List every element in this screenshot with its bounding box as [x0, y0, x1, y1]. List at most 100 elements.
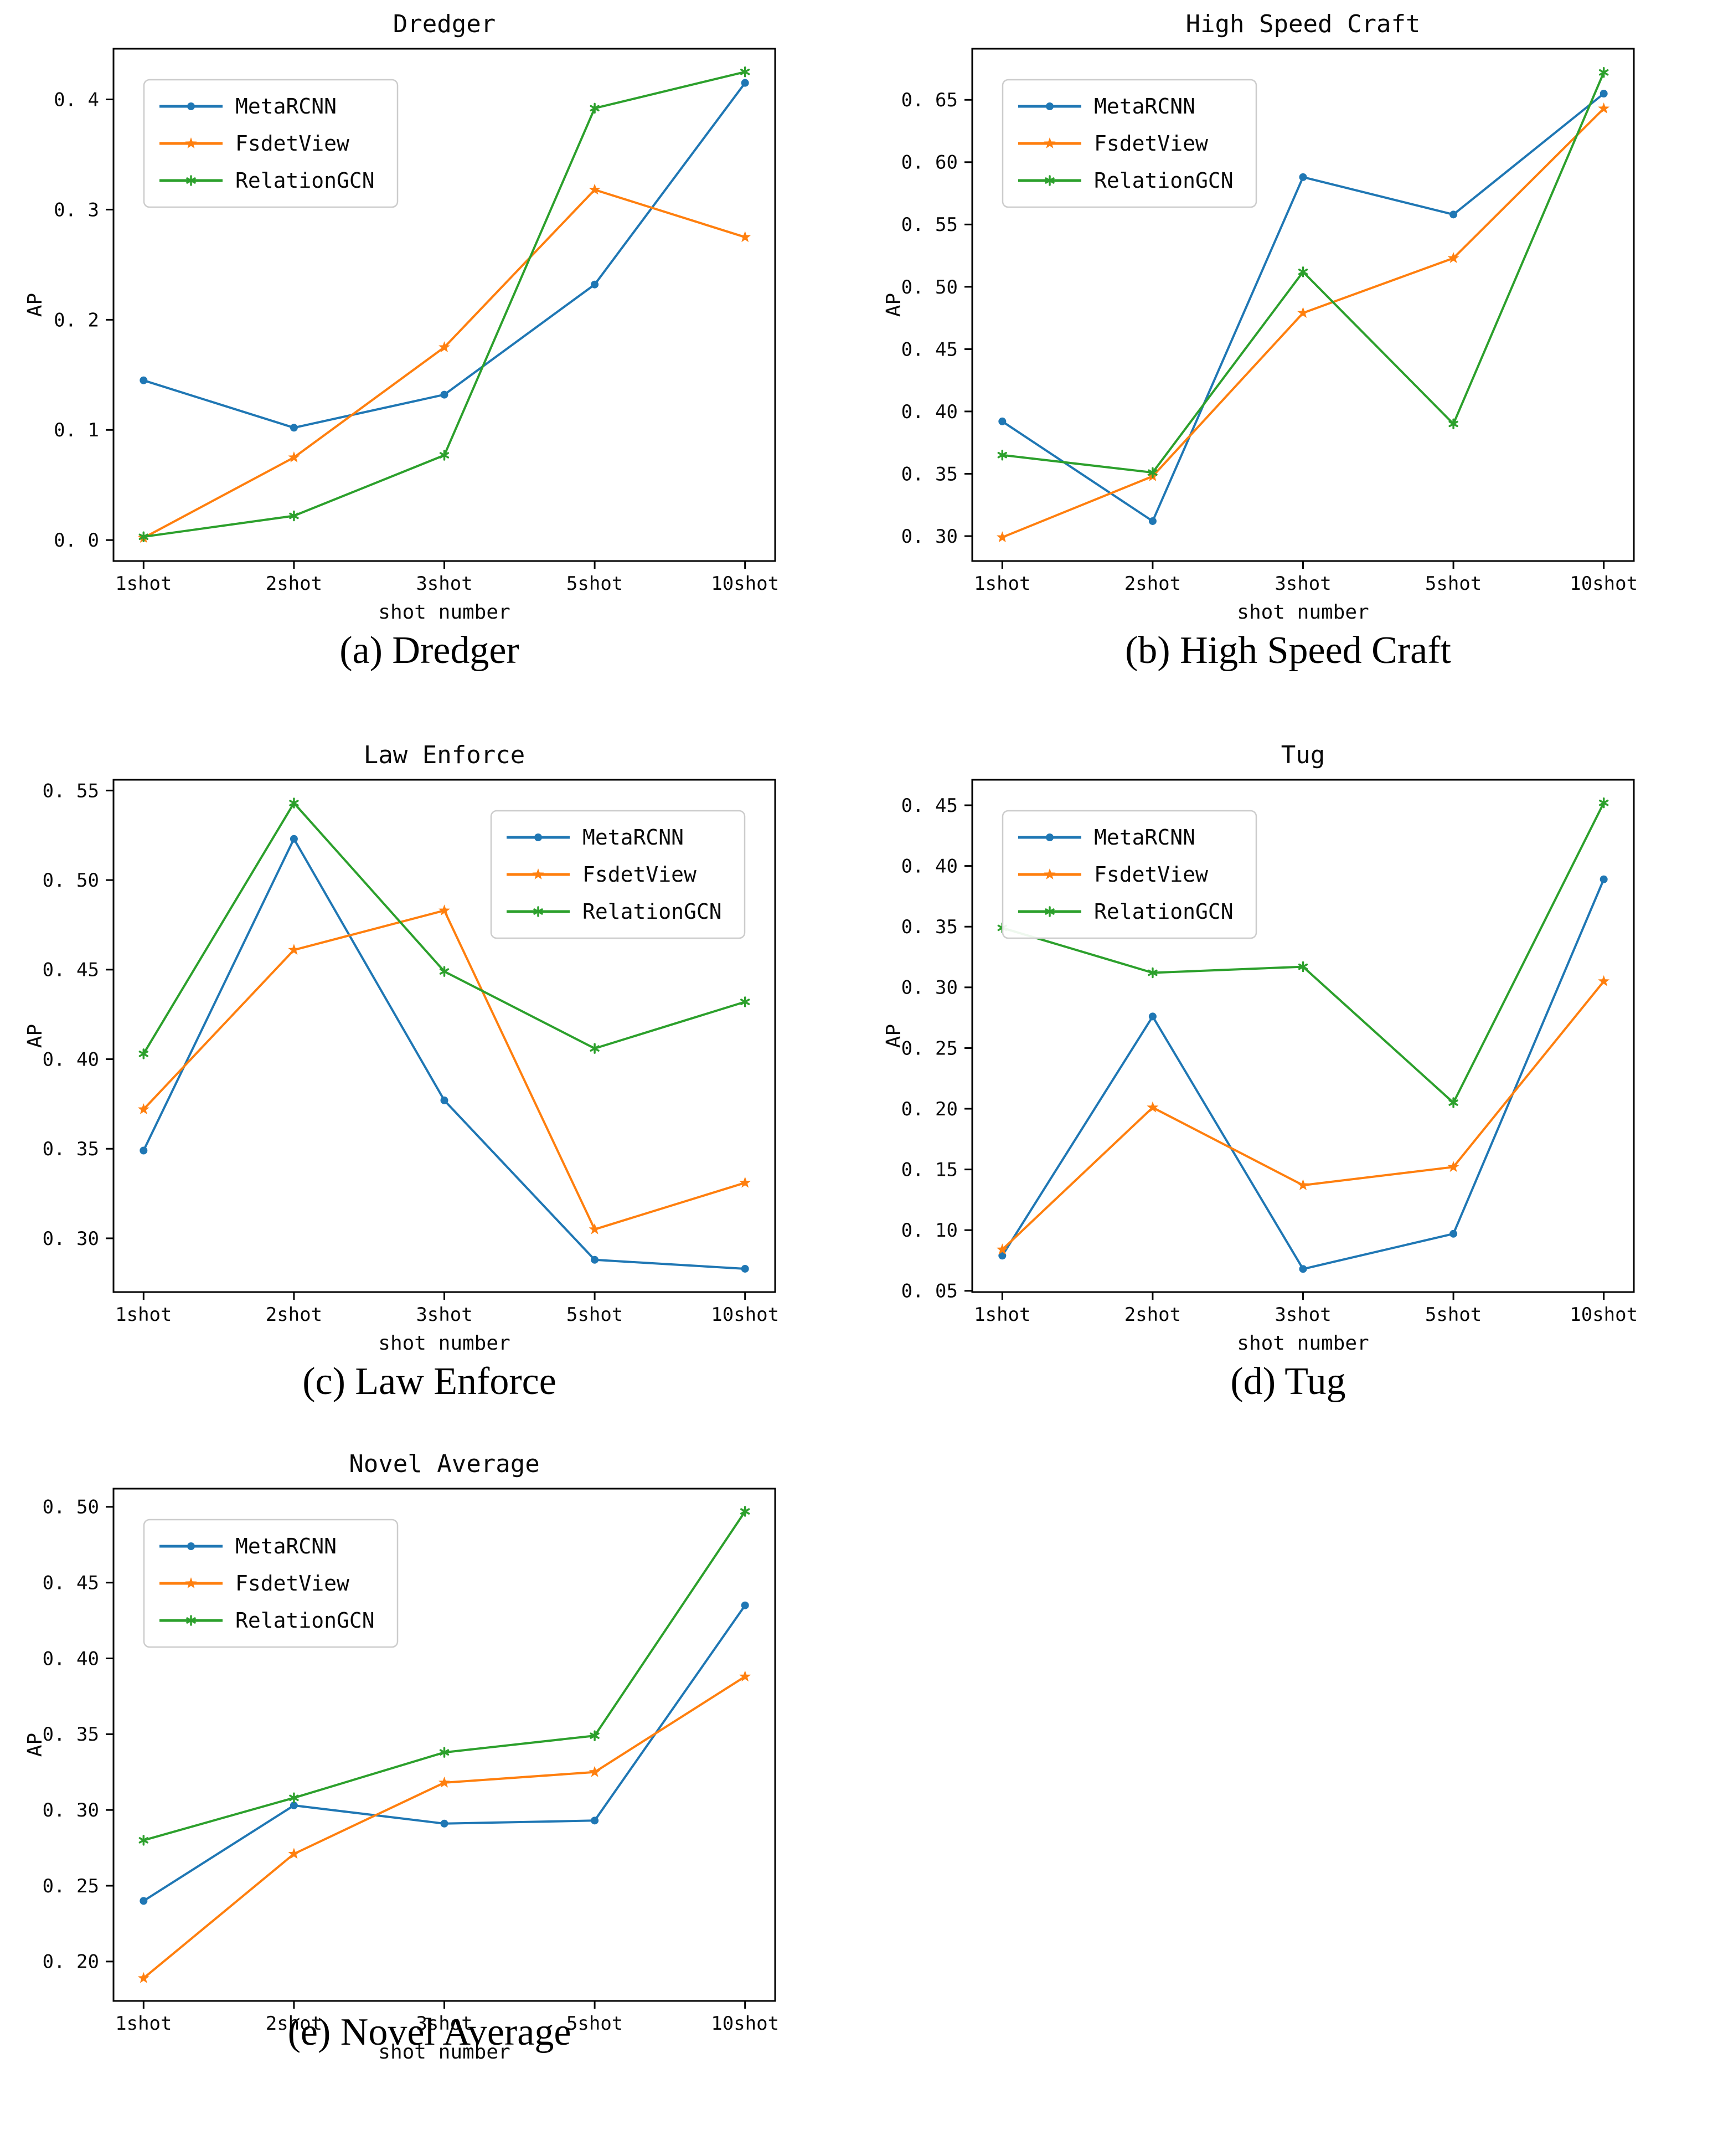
- y-tick-label: 0. 45: [43, 959, 99, 981]
- legend-label: FsdetView: [1094, 862, 1208, 887]
- x-tick-label: 2shot: [1124, 1304, 1181, 1326]
- data-point-RelationGCN: [138, 531, 148, 542]
- data-point-MetaRCNN: [591, 1255, 599, 1264]
- y-tick-label: 0. 50: [43, 869, 99, 892]
- y-tick-label: 0. 30: [901, 526, 958, 548]
- data-point-RelationGCN: [1448, 1097, 1458, 1108]
- data-point-RelationGCN: [138, 1835, 148, 1846]
- y-tick-label: 0. 20: [901, 1098, 958, 1120]
- legend-box: [490, 810, 746, 939]
- line-chart-high-speed-craft: 0. 30 0. 35 0. 40 0. 45 0. 50 0. 55 0. 60 0. 65…: [883, 10, 1638, 620]
- x-tick-label: 5shot: [1425, 573, 1482, 595]
- asterisk-icon: [1045, 175, 1055, 186]
- x-tick-label: 2shot: [266, 2013, 322, 2035]
- y-axis-label: AP: [24, 293, 47, 317]
- y-tick-label: 0. 0: [54, 529, 99, 552]
- x-tick-label: 1shot: [115, 573, 172, 595]
- y-tick-label: 0. 3: [54, 199, 99, 221]
- data-point-RelationGCN: [1148, 467, 1158, 478]
- data-point-FsdetView: [739, 231, 751, 243]
- circle-icon: [1046, 102, 1054, 110]
- line-chart-tug: 0. 05 0. 10 0. 15 0. 20 0. 25 0. 30 0. 35 0. 40…: [883, 741, 1638, 1351]
- series-line-FsdetView: [142, 909, 746, 1231]
- data-point-FsdetView: [288, 944, 300, 955]
- data-point-FsdetView: [996, 1243, 1008, 1255]
- star-icon: [1044, 868, 1056, 879]
- asterisk-icon: [186, 1615, 196, 1626]
- x-axis-label: shot number: [378, 1332, 510, 1351]
- data-point-FsdetView: [1147, 1101, 1159, 1113]
- legend-label: RelationGCN: [235, 1608, 375, 1633]
- panel-novel-average: 0. 20 0. 25 0. 30 0. 35 0. 40 0. 45 0. 50 1shot…: [0, 1440, 859, 2156]
- x-tick-label: 3shot: [1275, 573, 1331, 595]
- asterisk-icon: [1045, 906, 1055, 917]
- x-tick-label: 10shot: [711, 1304, 779, 1326]
- data-point-MetaRCNN: [290, 424, 298, 432]
- y-tick-label: 0. 50: [43, 1496, 99, 1519]
- line-chart-law-enforce: 0. 30 0. 35 0. 40 0. 45 0. 50 0. 55 1shot 2shot…: [24, 741, 779, 1351]
- panel-dredger: 0. 0 0. 1 0. 2 0. 3 0. 4 1shot 2shot 3shot 5shot…: [0, 0, 859, 731]
- data-point-RelationGCN: [1599, 797, 1609, 809]
- data-point-FsdetView: [1447, 252, 1459, 263]
- star-icon: [1044, 137, 1056, 148]
- line-chart-dredger: 0. 0 0. 1 0. 2 0. 3 0. 4 1shot 2shot 3shot 5shot…: [24, 10, 779, 620]
- y-tick-label: 0. 15: [901, 1159, 958, 1181]
- y-tick-label: 0. 20: [43, 1951, 99, 1973]
- legend-box: [143, 1519, 399, 1648]
- x-tick-label: 2shot: [1124, 573, 1181, 595]
- data-point-MetaRCNN: [440, 1096, 448, 1104]
- x-axis-label: shot number: [1237, 601, 1369, 620]
- x-tick-label: 3shot: [416, 2013, 472, 2035]
- y-tick-label: 0. 40: [43, 1648, 99, 1670]
- star-icon: [185, 1577, 197, 1588]
- y-tick-label: 0. 35: [901, 463, 958, 485]
- data-point-MetaRCNN: [591, 1817, 599, 1825]
- x-tick-label: 1shot: [974, 1304, 1030, 1326]
- y-tick-label: 0. 60: [901, 152, 958, 174]
- line-chart-novel-average: 0. 20 0. 25 0. 30 0. 35 0. 40 0. 45 0. 50 1shot…: [24, 1450, 779, 2060]
- data-point-FsdetView: [438, 904, 450, 915]
- x-tick-label: 10shot: [1570, 573, 1638, 595]
- data-point-MetaRCNN: [741, 1264, 749, 1273]
- y-tick-label: 0. 25: [43, 1875, 99, 1897]
- data-point-RelationGCN: [1448, 418, 1458, 430]
- legend-label: RelationGCN: [1094, 168, 1234, 193]
- data-point-MetaRCNN: [1449, 1229, 1458, 1238]
- chart-title: Dredger: [393, 10, 496, 38]
- data-point-MetaRCNN: [440, 390, 448, 399]
- data-point-FsdetView: [438, 1776, 450, 1788]
- data-point-FsdetView: [1598, 975, 1610, 986]
- y-tick-label: 0. 40: [901, 401, 958, 423]
- caption-law-enforce: (c) Law Enforce: [302, 1360, 556, 1403]
- star-icon: [532, 868, 544, 879]
- x-tick-label: 3shot: [1275, 1304, 1331, 1326]
- y-tick-label: 0. 30: [43, 1228, 99, 1250]
- data-point-FsdetView: [137, 1972, 149, 1983]
- y-tick-label: 0. 25: [901, 1037, 958, 1059]
- caption-tug: (d) Tug: [1230, 1360, 1346, 1403]
- y-axis-label: AP: [24, 1733, 47, 1757]
- data-point-MetaRCNN: [140, 1146, 148, 1155]
- data-point-MetaRCNN: [1449, 210, 1458, 219]
- y-tick-label: 0. 45: [901, 795, 958, 817]
- y-tick-label: 0. 1: [54, 419, 99, 441]
- data-point-MetaRCNN: [1600, 90, 1608, 98]
- panel-tug: 0. 05 0. 10 0. 15 0. 20 0. 25 0. 30 0. 35 0. 40…: [859, 731, 1717, 1462]
- x-tick-label: 10shot: [711, 573, 779, 595]
- y-tick-label: 0. 30: [43, 1799, 99, 1821]
- x-tick-label: 10shot: [711, 2013, 779, 2035]
- panel-high-speed-craft: 0. 30 0. 35 0. 40 0. 45 0. 50 0. 55 0. 60 0. 65…: [859, 0, 1717, 731]
- asterisk-icon: [186, 175, 196, 186]
- data-point-RelationGCN: [590, 1730, 600, 1741]
- x-tick-label: 2shot: [266, 1304, 322, 1326]
- data-point-RelationGCN: [439, 450, 450, 461]
- x-tick-label: 5shot: [566, 573, 623, 595]
- data-point-MetaRCNN: [741, 79, 749, 87]
- data-point-RelationGCN: [289, 510, 299, 522]
- chart-title: Law Enforce: [364, 741, 525, 769]
- legend-label: RelationGCN: [582, 899, 722, 924]
- caption-novel-average: (e) Novel Average: [287, 2011, 571, 2054]
- y-tick-label: 0. 35: [901, 916, 958, 938]
- data-point-MetaRCNN: [998, 1252, 1007, 1260]
- caption-dredger: (a) Dredger: [339, 629, 519, 672]
